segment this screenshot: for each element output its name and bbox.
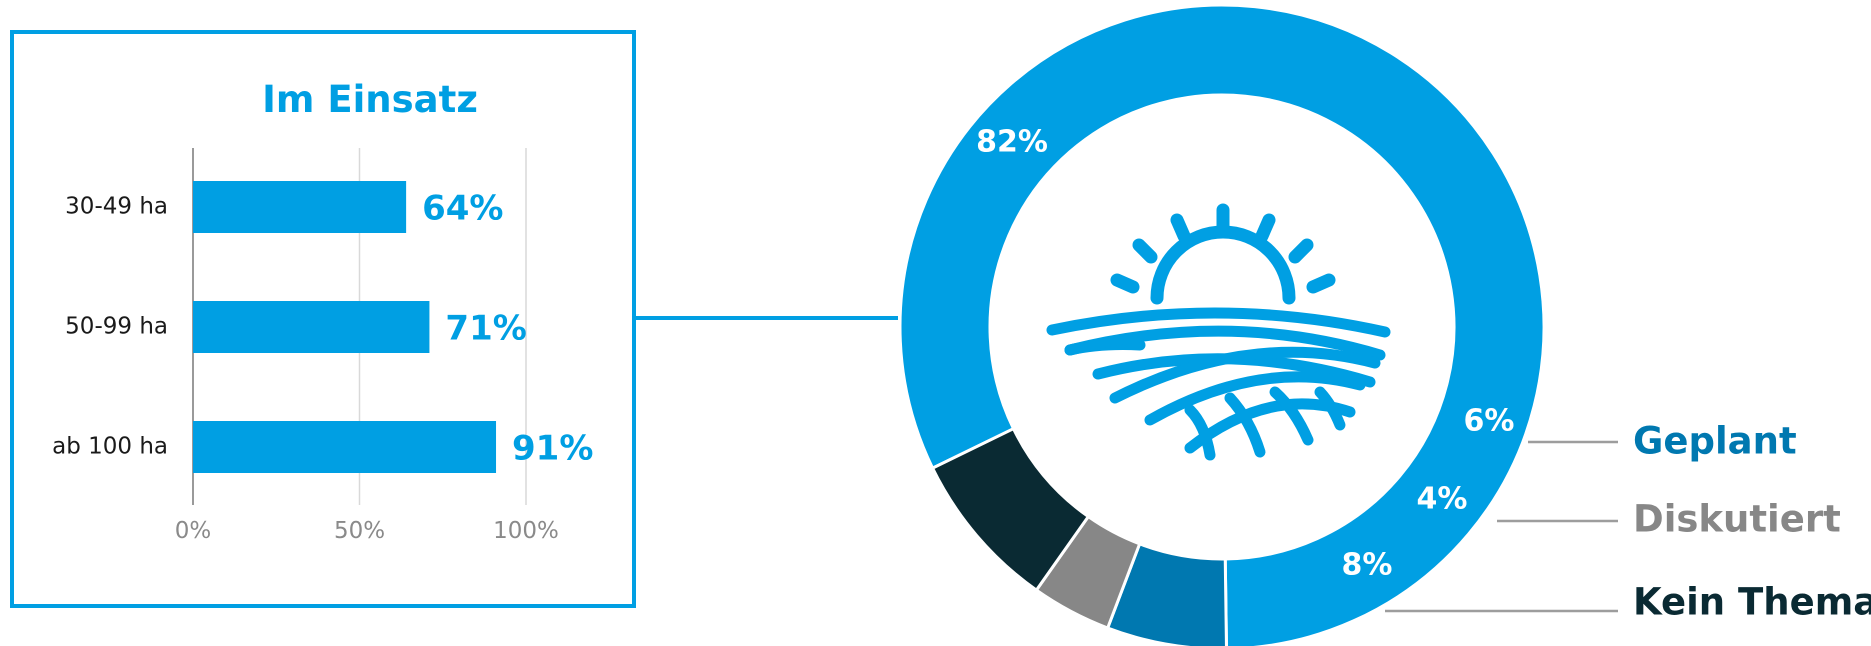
x-tick-label: 100% <box>493 518 559 544</box>
bar-chart-category-labels: 30-49 ha 50-99 ha ab 100 ha <box>52 194 168 460</box>
donut-value-label: 4% <box>1417 482 1468 517</box>
value-label: 64% <box>422 189 503 229</box>
sun-over-field-icon <box>1052 210 1385 455</box>
bar-chart-tick-labels: 0% 50% 100% <box>175 518 559 544</box>
legend-label-geplant: Geplant <box>1633 420 1797 463</box>
donut-chart <box>900 5 1544 646</box>
x-tick-label: 0% <box>175 518 212 544</box>
x-tick-label: 50% <box>334 518 385 544</box>
bar <box>193 421 496 473</box>
value-label: 71% <box>445 309 526 349</box>
category-label: ab 100 ha <box>52 434 168 460</box>
category-label: 30-49 ha <box>65 194 168 220</box>
category-label: 50-99 ha <box>65 314 168 340</box>
legend-label-kein-thema: Kein Thema <box>1633 581 1871 624</box>
value-label: 91% <box>512 429 593 469</box>
bar <box>193 181 406 233</box>
donut-value-label: 8% <box>1342 548 1393 583</box>
donut-value-label: 82% <box>976 125 1048 160</box>
donut-value-label: 6% <box>1464 404 1515 439</box>
bar-chart-title: Im Einsatz <box>262 78 478 121</box>
legend-label-diskutiert: Diskutiert <box>1633 498 1841 541</box>
bar <box>193 301 429 353</box>
